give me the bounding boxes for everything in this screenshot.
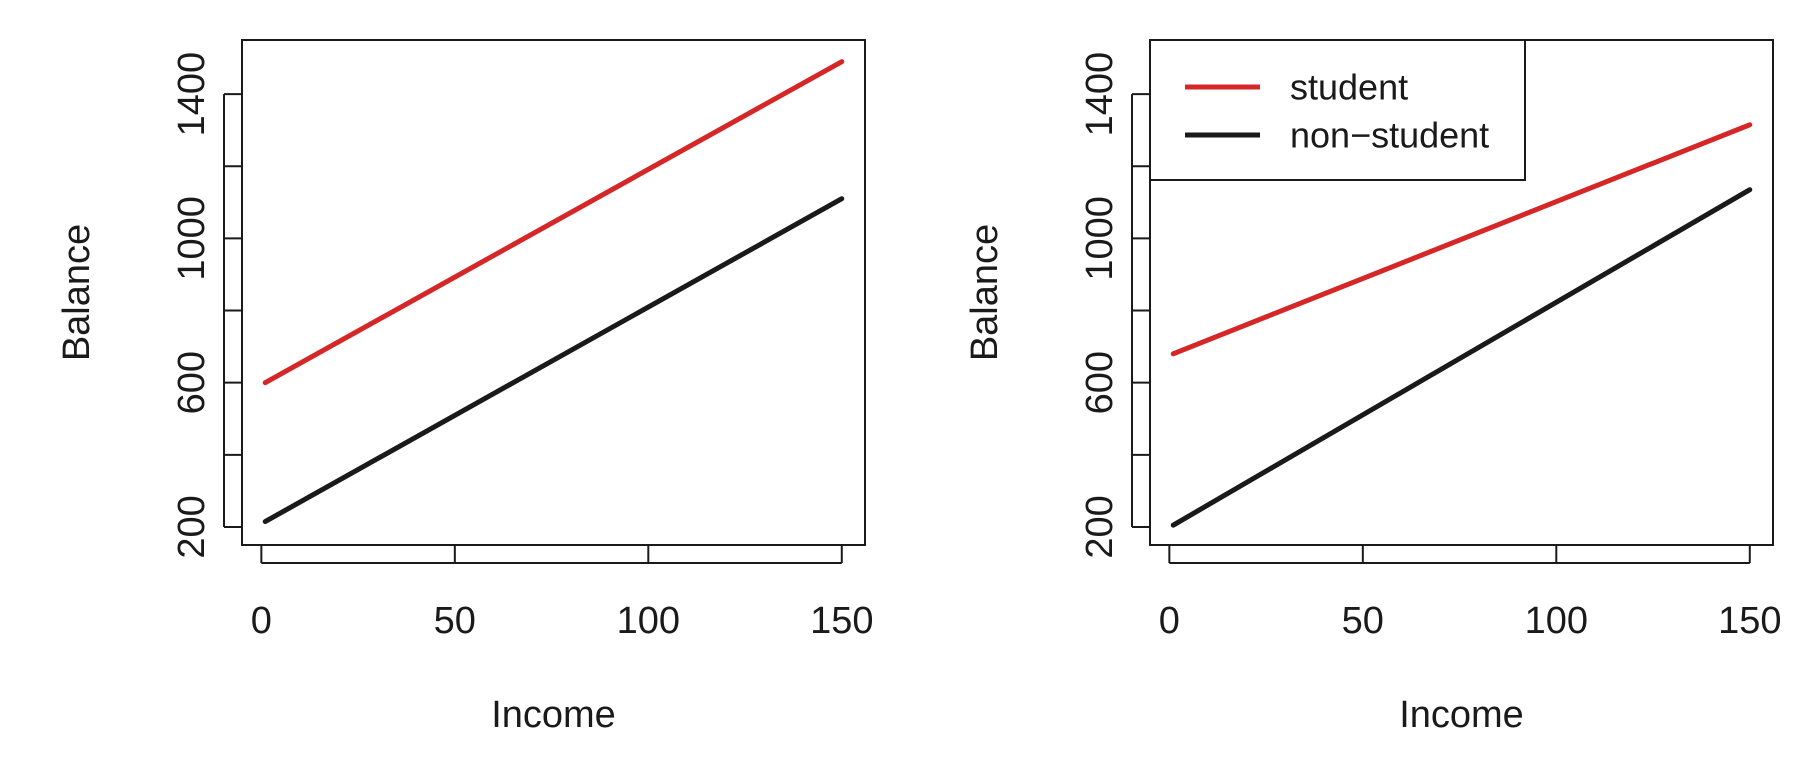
- panel-2: 0 50 100 150 200 600 1000 1400 Income Balance stud…: [964, 39, 1781, 736]
- x-tick-label: 150: [1718, 600, 1781, 642]
- y-tick-label: 200: [1079, 495, 1121, 558]
- plot-frame: [241, 39, 866, 546]
- non-student-line: [262, 196, 845, 525]
- y-tick-label: 1400: [171, 52, 213, 137]
- panel-1: 0 50 100 150 200 600 1000 1400 Income Balance: [56, 39, 873, 736]
- y-tick-label: 600: [1079, 351, 1121, 414]
- y-tick-label: 1000: [1079, 196, 1121, 281]
- y-axis-title: Balance: [56, 224, 98, 361]
- non-student-line: [1170, 187, 1753, 528]
- x-tick-label: 0: [1159, 600, 1180, 642]
- x-tick-label: 150: [810, 600, 873, 642]
- legend: student non−student: [1149, 39, 1526, 181]
- y-tick-label: 200: [171, 495, 213, 558]
- student-line: [262, 59, 845, 386]
- x-tick-label: 100: [617, 600, 680, 642]
- student-line: [1170, 122, 1753, 357]
- y-tick-label: 1000: [171, 196, 213, 281]
- x-tick-label: 100: [1525, 600, 1588, 642]
- x-tick-label: 0: [251, 600, 272, 642]
- y-tick-label: 600: [171, 351, 213, 414]
- y-tick-label: 1400: [1079, 52, 1121, 137]
- x-axis-title: Income: [491, 694, 616, 736]
- legend-label: student: [1290, 67, 1408, 108]
- x-axis-title: Income: [1399, 694, 1524, 736]
- x-tick-label: 50: [1342, 600, 1384, 642]
- legend-label: non−student: [1290, 115, 1489, 156]
- y-axis-title: Balance: [964, 224, 1006, 361]
- x-tick-label: 50: [434, 600, 476, 642]
- legend-box: [1149, 39, 1526, 181]
